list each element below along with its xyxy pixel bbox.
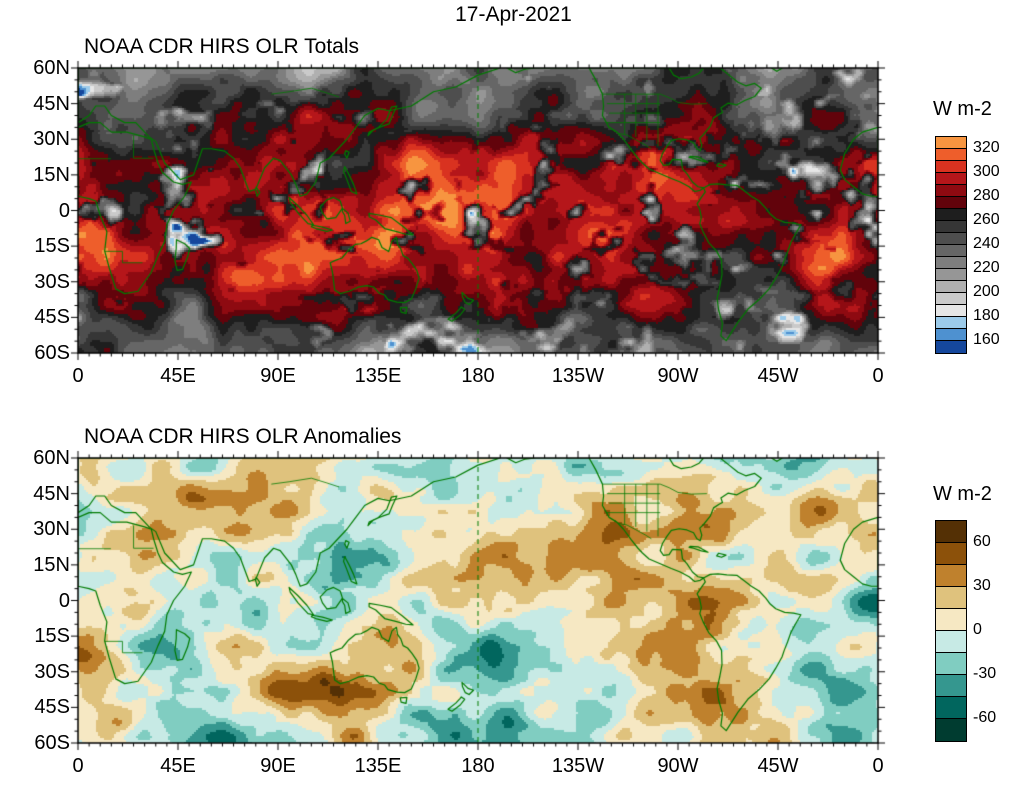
colorbar-cell xyxy=(936,269,966,281)
y-tick-label: 45S xyxy=(34,696,70,719)
colorbar-cell xyxy=(936,149,966,161)
totals-colorbar-units: W m-2 xyxy=(933,98,992,120)
totals-panel-title: NOAA CDR HIRS OLR Totals xyxy=(84,35,360,58)
y-tick-label: 15S xyxy=(34,625,70,648)
colorbar-cell xyxy=(936,543,966,565)
x-tick-label: 45W xyxy=(757,755,799,777)
x-tick-label: 180 xyxy=(461,755,495,777)
colorbar-cell xyxy=(936,233,966,245)
colorbar-tick-label: 200 xyxy=(973,283,1000,300)
colorbar-cell xyxy=(936,305,966,317)
x-tick-label: 0 xyxy=(872,755,884,777)
totals-map-canvas xyxy=(70,60,886,361)
colorbar-cell xyxy=(936,631,966,653)
colorbar-cell xyxy=(936,293,966,305)
colorbar-cell xyxy=(936,675,966,697)
x-tick-label: 45E xyxy=(160,365,196,387)
x-tick-label: 180 xyxy=(461,365,495,387)
totals-colorbar xyxy=(935,136,967,354)
x-tick-label: 45W xyxy=(757,365,799,387)
colorbar-cell xyxy=(936,565,966,587)
figure-date-title: 17-Apr-2021 xyxy=(455,3,572,26)
y-tick-label: 45N xyxy=(33,92,70,115)
y-tick-label: 0 xyxy=(58,589,70,612)
colorbar-tick-label: 260 xyxy=(973,211,1000,228)
x-tick-label: 90W xyxy=(657,365,699,387)
colorbar-tick-label: 300 xyxy=(973,163,1000,180)
colorbar-cell xyxy=(936,609,966,631)
colorbar-cell xyxy=(936,719,966,741)
colorbar-tick-label: 180 xyxy=(973,307,1000,324)
x-tick-label: 90E xyxy=(260,755,296,777)
y-tick-label: 30S xyxy=(34,660,70,683)
x-tick-label: 0 xyxy=(72,365,84,387)
y-tick-label: 30S xyxy=(34,270,70,293)
x-tick-label: 135E xyxy=(354,365,402,387)
colorbar-cell xyxy=(936,587,966,609)
anomalies-map-canvas xyxy=(70,450,886,751)
anomalies-colorbar-units: W m-2 xyxy=(933,483,992,505)
y-tick-label: 0 xyxy=(58,199,70,222)
x-tick-label: 90W xyxy=(657,755,699,777)
x-tick-label: 135E xyxy=(354,755,402,777)
y-tick-label: 60N xyxy=(33,57,70,79)
colorbar-tick-label: -30 xyxy=(973,665,997,682)
colorbar-tick-label: 60 xyxy=(973,533,991,550)
y-tick-label: 60S xyxy=(34,342,70,364)
colorbar-cell xyxy=(936,281,966,293)
colorbar-cell xyxy=(936,173,966,185)
x-tick-label: 135W xyxy=(551,365,605,387)
y-tick-label: 60S xyxy=(34,732,70,754)
y-tick-label: 15N xyxy=(33,163,70,186)
colorbar-tick-label: -60 xyxy=(973,709,997,726)
colorbar-tick-label: 320 xyxy=(973,139,1000,156)
colorbar-cell xyxy=(936,257,966,269)
colorbar-cell xyxy=(936,521,966,543)
x-tick-label: 45E xyxy=(160,755,196,777)
colorbar-tick-label: 220 xyxy=(973,259,1000,276)
x-tick-label: 135W xyxy=(551,755,605,777)
colorbar-tick-label: 0 xyxy=(973,621,982,638)
colorbar-cell xyxy=(936,161,966,173)
y-tick-label: 30N xyxy=(33,128,70,151)
colorbar-tick-label: 160 xyxy=(973,331,1000,348)
colorbar-cell xyxy=(936,137,966,149)
y-tick-label: 15N xyxy=(33,553,70,576)
colorbar-cell xyxy=(936,341,966,353)
x-tick-label: 0 xyxy=(72,755,84,777)
y-tick-label: 30N xyxy=(33,518,70,541)
colorbar-tick-label: 240 xyxy=(973,235,1000,252)
y-tick-label: 60N xyxy=(33,447,70,469)
colorbar-cell xyxy=(936,317,966,329)
colorbar-cell xyxy=(936,329,966,341)
x-tick-label: 0 xyxy=(872,365,884,387)
colorbar-tick-label: 280 xyxy=(973,187,1000,204)
anomalies-colorbar xyxy=(935,520,967,742)
anomalies-panel-title: NOAA CDR HIRS OLR Anomalies xyxy=(84,425,402,448)
y-tick-label: 45S xyxy=(34,306,70,329)
colorbar-cell xyxy=(936,209,966,221)
colorbar-cell xyxy=(936,185,966,197)
colorbar-cell xyxy=(936,245,966,257)
colorbar-cell xyxy=(936,697,966,719)
colorbar-cell xyxy=(936,197,966,209)
colorbar-cell xyxy=(936,221,966,233)
colorbar-tick-label: 30 xyxy=(973,577,991,594)
y-tick-label: 15S xyxy=(34,235,70,258)
colorbar-cell xyxy=(936,653,966,675)
x-tick-label: 90E xyxy=(260,365,296,387)
y-tick-label: 45N xyxy=(33,482,70,505)
